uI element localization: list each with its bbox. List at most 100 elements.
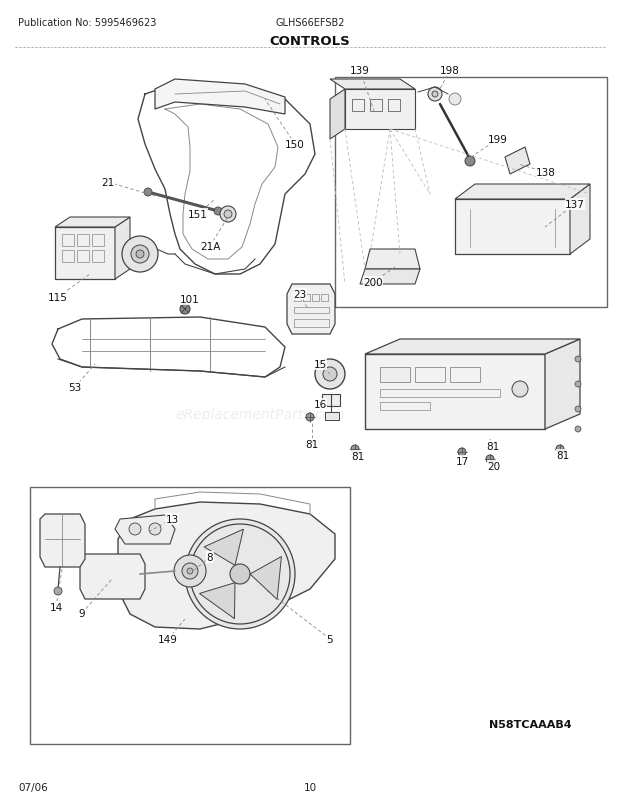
Text: 8: 8 xyxy=(206,553,213,562)
Text: 139: 139 xyxy=(350,66,370,76)
Bar xyxy=(450,367,480,383)
Polygon shape xyxy=(55,217,130,228)
Polygon shape xyxy=(330,80,415,90)
Polygon shape xyxy=(345,90,415,130)
Circle shape xyxy=(512,382,528,398)
Bar xyxy=(92,251,104,263)
Text: GLHS66EFSB2: GLHS66EFSB2 xyxy=(275,18,345,28)
Circle shape xyxy=(230,565,250,585)
Polygon shape xyxy=(505,148,530,175)
Circle shape xyxy=(224,211,232,219)
Polygon shape xyxy=(455,200,570,255)
Text: 81: 81 xyxy=(306,439,319,449)
Circle shape xyxy=(323,367,337,382)
Polygon shape xyxy=(330,90,345,140)
Circle shape xyxy=(214,208,222,216)
Bar xyxy=(370,100,382,111)
Text: 149: 149 xyxy=(158,634,178,644)
Text: 21A: 21A xyxy=(200,241,220,252)
Circle shape xyxy=(306,414,314,422)
Circle shape xyxy=(315,359,345,390)
Text: 138: 138 xyxy=(536,168,556,178)
Text: CONTROLS: CONTROLS xyxy=(270,35,350,48)
Bar xyxy=(388,100,400,111)
Text: 13: 13 xyxy=(166,514,179,525)
Circle shape xyxy=(575,382,581,387)
Text: 101: 101 xyxy=(180,294,200,305)
Circle shape xyxy=(131,245,149,264)
Circle shape xyxy=(575,357,581,363)
Circle shape xyxy=(575,427,581,432)
Circle shape xyxy=(180,305,190,314)
Text: 81: 81 xyxy=(352,452,365,461)
Circle shape xyxy=(187,569,193,574)
Text: 15: 15 xyxy=(313,359,327,370)
Text: 137: 137 xyxy=(565,200,585,210)
Text: 151: 151 xyxy=(188,210,208,220)
Bar xyxy=(77,235,89,247)
Polygon shape xyxy=(155,80,285,115)
Circle shape xyxy=(54,587,62,595)
Bar xyxy=(325,412,339,420)
Circle shape xyxy=(129,524,141,535)
Polygon shape xyxy=(55,228,115,280)
Bar xyxy=(380,403,430,411)
Polygon shape xyxy=(570,184,590,255)
Bar xyxy=(294,308,329,314)
Circle shape xyxy=(556,445,564,453)
Bar xyxy=(62,251,74,263)
Bar xyxy=(294,294,301,302)
Text: 16: 16 xyxy=(313,399,327,410)
Bar xyxy=(415,367,445,383)
Circle shape xyxy=(149,524,161,535)
Circle shape xyxy=(144,188,152,196)
Bar xyxy=(321,294,328,302)
Polygon shape xyxy=(204,529,244,565)
Polygon shape xyxy=(200,583,235,619)
Text: 53: 53 xyxy=(68,383,82,392)
Circle shape xyxy=(428,88,442,102)
Text: Publication No: 5995469623: Publication No: 5995469623 xyxy=(18,18,156,28)
Polygon shape xyxy=(250,557,281,600)
Text: 9: 9 xyxy=(79,608,86,618)
Circle shape xyxy=(351,445,359,453)
Polygon shape xyxy=(80,554,145,599)
Polygon shape xyxy=(40,514,85,567)
Polygon shape xyxy=(287,285,335,334)
Circle shape xyxy=(122,237,158,273)
Polygon shape xyxy=(118,502,335,630)
Bar xyxy=(322,395,340,407)
Circle shape xyxy=(185,520,295,630)
Polygon shape xyxy=(455,184,590,200)
Bar xyxy=(380,367,410,383)
Bar xyxy=(30,488,350,744)
Text: 199: 199 xyxy=(488,135,508,145)
Circle shape xyxy=(575,407,581,412)
Circle shape xyxy=(174,555,206,587)
Circle shape xyxy=(432,92,438,98)
Text: 20: 20 xyxy=(487,461,500,472)
Polygon shape xyxy=(115,516,175,545)
Bar xyxy=(312,294,319,302)
Text: 198: 198 xyxy=(440,66,460,76)
Bar xyxy=(303,294,310,302)
Bar xyxy=(335,78,607,308)
Text: 07/06: 07/06 xyxy=(18,782,48,792)
Circle shape xyxy=(458,448,466,456)
Polygon shape xyxy=(365,249,420,269)
Polygon shape xyxy=(365,354,545,429)
Text: N58TCAAAB4: N58TCAAAB4 xyxy=(489,719,571,729)
Circle shape xyxy=(220,207,236,223)
Text: 150: 150 xyxy=(285,140,305,150)
Text: 21: 21 xyxy=(102,178,115,188)
Text: 81: 81 xyxy=(556,451,570,460)
Bar xyxy=(77,251,89,263)
Circle shape xyxy=(449,94,461,106)
Circle shape xyxy=(182,563,198,579)
Text: 5: 5 xyxy=(327,634,334,644)
Bar xyxy=(62,235,74,247)
Circle shape xyxy=(486,456,494,464)
Text: 14: 14 xyxy=(50,602,63,612)
Text: 200: 200 xyxy=(363,277,383,288)
Text: eReplacementParts.com: eReplacementParts.com xyxy=(175,407,345,422)
